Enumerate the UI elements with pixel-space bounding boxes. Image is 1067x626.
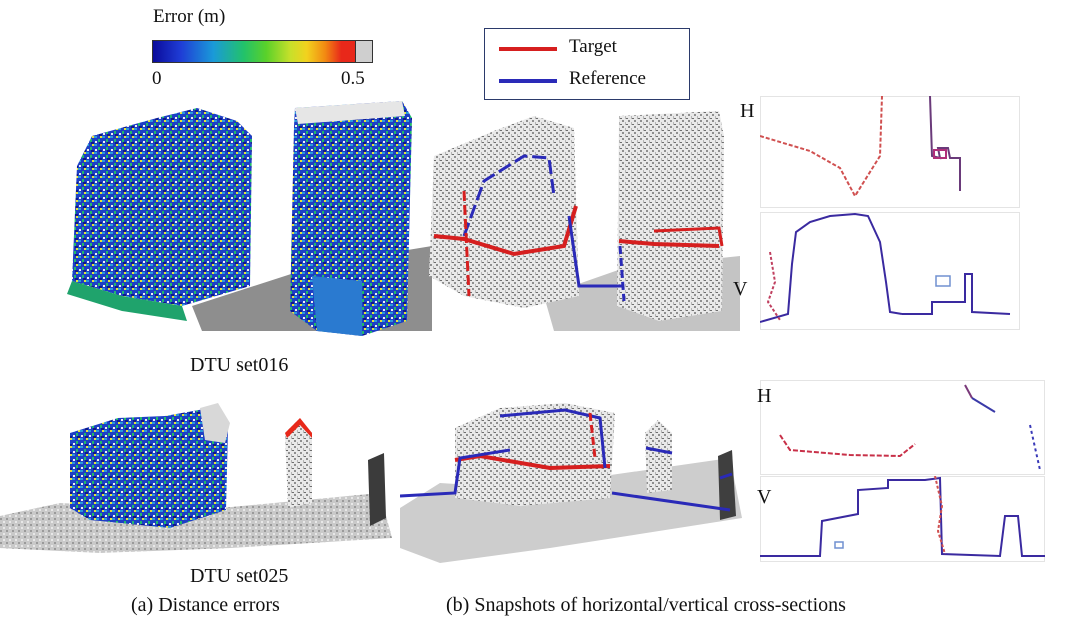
- cross-section-h-set016: [760, 96, 1020, 208]
- snapshot-set025: [400, 403, 742, 563]
- cross-section-v-set025: [760, 476, 1045, 562]
- legend-label-reference: Reference: [569, 68, 646, 89]
- error-map-set016: [67, 101, 432, 336]
- v-label-2: V: [757, 486, 772, 508]
- legend-label-target: Target: [569, 36, 617, 57]
- h-label-2: H: [757, 385, 772, 407]
- caption-set016: DTU set016: [190, 354, 289, 376]
- caption-b: (b) Snapshots of horizontal/vertical cro…: [446, 594, 846, 616]
- colorbar-max-label: 0.5: [341, 68, 365, 89]
- caption-a: (a) Distance errors: [131, 594, 280, 616]
- snapshot-set016: [429, 111, 740, 331]
- caption-set025: DTU set025: [190, 565, 289, 587]
- cross-section-v-set016: [760, 212, 1020, 330]
- cross-section-h-set025: [760, 380, 1045, 475]
- error-map-set025: [0, 403, 392, 553]
- h-label-1: H: [740, 100, 755, 122]
- legend-swatch-target: [499, 47, 557, 51]
- v-label-1: V: [733, 278, 748, 300]
- legend: Target Reference: [484, 28, 690, 100]
- colorbar-title: Error (m): [153, 6, 226, 27]
- legend-swatch-reference: [499, 79, 557, 83]
- colorbar-min-label: 0: [152, 68, 162, 89]
- colorbar: [152, 40, 373, 63]
